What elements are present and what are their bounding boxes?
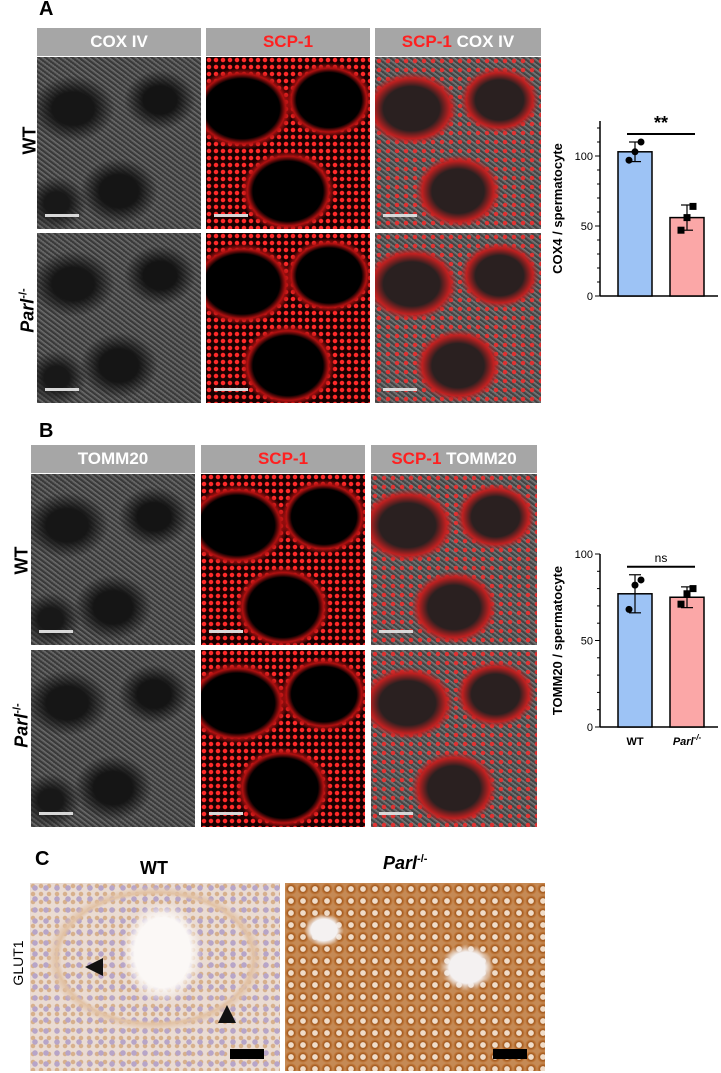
y-tick-label: 50	[581, 221, 593, 233]
panel-letter-c: C	[35, 848, 50, 870]
data-point	[625, 605, 633, 613]
header-a-col2-text: SCP-1	[262, 32, 314, 51]
y-tick-label: 0	[587, 291, 593, 300]
data-point	[631, 148, 639, 156]
arrowhead-icon	[85, 958, 103, 976]
y-axis-label: COX4 / spermatocyte	[550, 143, 565, 274]
row-label-a-ko-base: Parl	[17, 298, 38, 333]
header-a-col3: SCP-1 COX IV	[375, 28, 541, 56]
header-b-col2: SCP-1	[201, 445, 365, 473]
micrograph-b-ko-merge	[371, 650, 537, 827]
significance-label: **	[654, 113, 668, 133]
micrograph-b-ko-scp1	[201, 650, 365, 827]
scale-bar	[383, 388, 417, 391]
y-tick-label: 100	[575, 549, 593, 561]
ihc-wt-title: WT	[140, 858, 168, 878]
header-a-col2: SCP-1	[206, 28, 370, 56]
row-label-a-ko-sup: -/-	[17, 288, 30, 299]
panel-letter-b: B	[39, 420, 54, 442]
y-tick-label: 100	[575, 151, 593, 163]
stain-label-glut1: GLUT1	[10, 940, 26, 986]
micrograph-b-wt-scp1	[201, 474, 365, 645]
scale-bar	[383, 214, 417, 217]
data-point	[683, 214, 691, 222]
data-point	[677, 600, 685, 608]
chart-b: TOMM20 / spermatocyte 0 50 100 WT Parl-/- ns	[550, 549, 718, 748]
header-b-col3-red: SCP-1	[391, 449, 442, 468]
scale-bar	[379, 812, 413, 815]
scale-bar	[230, 1049, 264, 1059]
micrograph-a-wt-scp1	[206, 57, 370, 229]
panel-letter-a: A	[39, 0, 54, 20]
ihc-ko-title-sup: -/-	[417, 853, 428, 865]
ihc-ko-image	[285, 883, 545, 1071]
row-label-a-ko: Parl-/-	[18, 281, 39, 341]
data-point	[689, 202, 697, 210]
x-tick-label-ko-sup: -/-	[694, 733, 702, 742]
x-tick-label-wt: WT	[626, 736, 643, 748]
data-point	[625, 156, 633, 164]
micrograph-a-ko-coxiv	[37, 233, 201, 403]
header-b-col2-text: SCP-1	[257, 449, 309, 468]
scale-bar	[45, 214, 79, 217]
micrograph-a-wt-coxiv	[37, 57, 201, 229]
header-b-col1: TOMM20	[31, 445, 195, 473]
micrograph-b-ko-tomm20	[31, 650, 195, 827]
micrograph-a-ko-scp1	[206, 233, 370, 403]
bar	[617, 593, 653, 728]
bar	[669, 596, 705, 728]
significance-label: ns	[655, 551, 668, 565]
scale-bar	[214, 214, 248, 217]
x-tick-label-ko: Parl-/-	[673, 733, 702, 748]
scale-bar	[493, 1049, 527, 1059]
scale-bar	[379, 630, 413, 633]
row-label-b-ko-base: Parl	[11, 713, 32, 748]
ihc-ko-title-base: Parl	[383, 853, 418, 873]
data-point	[689, 585, 697, 593]
micrograph-a-ko-merge	[375, 233, 541, 403]
scale-bar	[45, 388, 79, 391]
data-point	[683, 590, 691, 598]
row-label-b-ko-sup: -/-	[11, 703, 24, 714]
row-label-b-wt: WT	[11, 546, 32, 575]
bar	[617, 151, 653, 297]
ihc-wt-image	[30, 883, 280, 1071]
row-label-b-ko: Parl-/-	[12, 696, 33, 756]
micrograph-b-wt-tomm20	[31, 474, 195, 645]
scale-bar	[214, 388, 248, 391]
scale-bar	[39, 812, 73, 815]
arrowhead-icon	[218, 1005, 236, 1023]
micrograph-a-wt-merge	[375, 57, 541, 229]
micrograph-b-wt-merge	[371, 474, 537, 645]
header-a-col1: COX IV	[37, 28, 201, 56]
y-tick-label: 50	[581, 636, 593, 648]
y-axis-label: TOMM20 / spermatocyte	[550, 566, 565, 715]
data-point	[637, 576, 645, 584]
ihc-ko-title: Parl-/-	[383, 853, 427, 874]
scale-bar	[209, 812, 243, 815]
header-b-col3-rest: TOMM20	[441, 449, 517, 468]
scale-bar	[39, 630, 73, 633]
data-point	[637, 138, 645, 146]
data-point	[631, 581, 639, 589]
y-tick-label: 0	[587, 722, 593, 734]
header-b-col3: SCP-1 TOMM20	[371, 445, 537, 473]
data-point	[677, 226, 685, 234]
header-a-col3-rest: COX IV	[451, 32, 515, 51]
scale-bar	[209, 630, 243, 633]
header-a-col3-red: SCP-1	[401, 32, 452, 51]
